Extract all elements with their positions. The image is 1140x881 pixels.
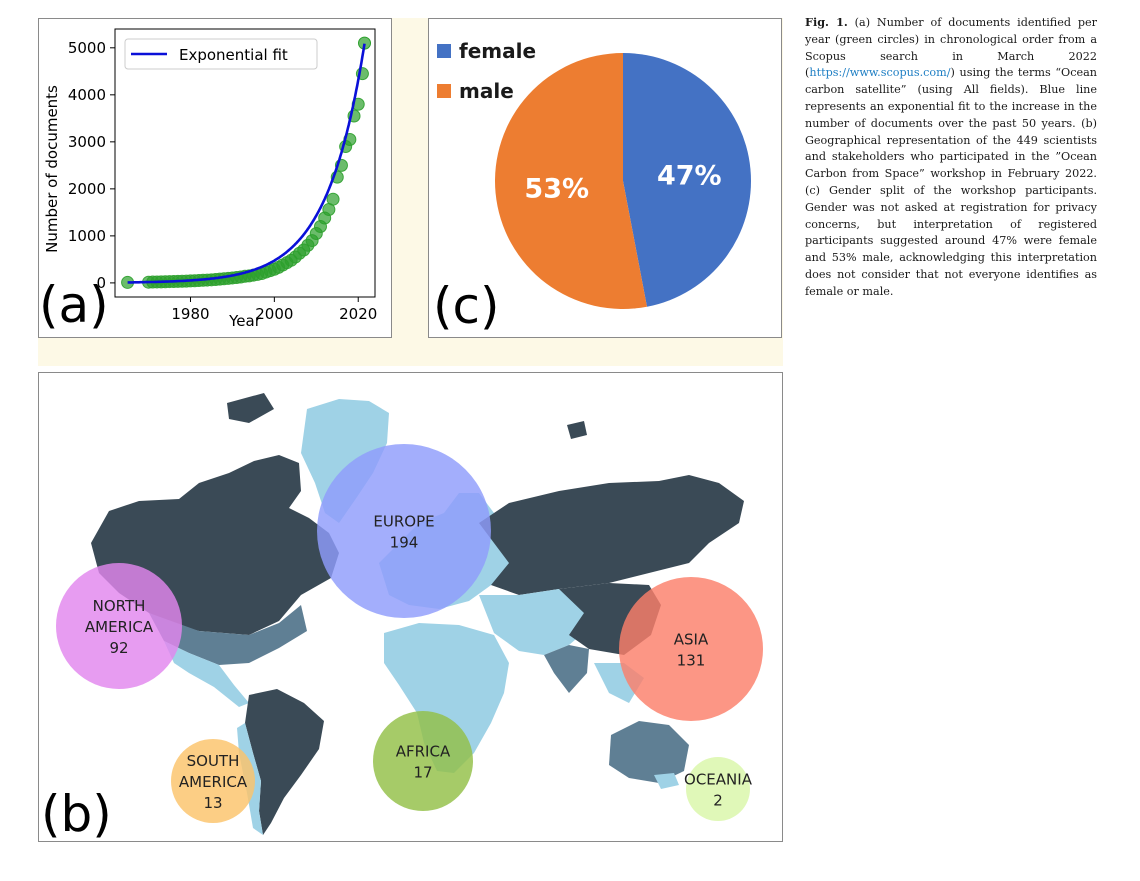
legend-box bbox=[124, 38, 318, 70]
bubble-count-europe: 194 bbox=[390, 534, 419, 552]
caption-text-part2: ) using the terms “Ocean carbon satellit… bbox=[805, 66, 1097, 298]
x-axis-label: Year bbox=[228, 312, 262, 330]
caption-text-part1: (a) Number of documents identified per y… bbox=[805, 16, 1098, 80]
bubble-label-north-america: NORTH bbox=[93, 597, 146, 615]
australia-land bbox=[609, 721, 689, 783]
pie-label-female: 47% bbox=[657, 161, 722, 192]
bubble-oceania bbox=[686, 757, 750, 821]
exponential-fit-line bbox=[127, 43, 366, 284]
document-count-chart: 1980 2000 2020 0 1000 2000 3000 4000 5000 Year N… bbox=[39, 28, 377, 334]
panel-a-document-count-chart: 1980 2000 2020 0 1000 2000 3000 4000 5000 Year N… bbox=[38, 18, 392, 338]
bubble-count-africa: 17 bbox=[413, 764, 432, 782]
y-tick-label: 4000 bbox=[68, 86, 106, 104]
bubble-count-oceania: 2 bbox=[713, 792, 723, 810]
y-tick-label: 5000 bbox=[68, 39, 106, 57]
bubble-label-europe: EUROPE bbox=[373, 513, 434, 531]
y-tick-label: 2000 bbox=[68, 180, 106, 198]
new-zealand-land bbox=[654, 773, 679, 789]
panel-label-a: (a) bbox=[39, 276, 109, 334]
caption-link[interactable]: https://www.scopus.com/ bbox=[809, 66, 951, 80]
panel-label-b: (b) bbox=[41, 785, 112, 841]
legend-swatch-male bbox=[437, 84, 451, 98]
y-tick-label: 3000 bbox=[68, 133, 106, 151]
bubble-label-south-america: SOUTH bbox=[187, 752, 240, 770]
legend-label-female: female bbox=[459, 39, 536, 63]
bubble-label-africa: AFRICA bbox=[396, 743, 451, 761]
bubble-count-south-america: 13 bbox=[203, 794, 222, 812]
bubble-label-north-america: AMERICA bbox=[85, 618, 154, 636]
india-land bbox=[544, 645, 589, 693]
bubble-label-south-america: AMERICA bbox=[179, 773, 248, 791]
panel-label-c: (c) bbox=[433, 277, 500, 335]
participant-world-map: NORTH AMERICA 92 EUROPE 194 ASIA 131 SOUTH AMERI… bbox=[41, 393, 763, 841]
svalbard-land bbox=[567, 421, 587, 439]
region-bubbles: NORTH AMERICA 92 EUROPE 194 ASIA 131 SOUTH AMERI… bbox=[56, 444, 763, 823]
data-point bbox=[326, 192, 340, 206]
panel-b-participant-map: NORTH AMERICA 92 EUROPE 194 ASIA 131 SOUTH AMERI… bbox=[38, 372, 783, 842]
bubble-count-north-america: 92 bbox=[109, 639, 128, 657]
usa-land bbox=[149, 605, 307, 665]
africa-land bbox=[384, 623, 509, 773]
legend-swatch-female bbox=[437, 44, 451, 58]
panel-c-gender-pie-chart: 47% 53% female male (c) bbox=[428, 18, 782, 338]
bubble-africa bbox=[373, 711, 473, 811]
x-tick-label: 2000 bbox=[255, 305, 293, 323]
x-tick-label: 2020 bbox=[339, 305, 377, 323]
arctic-island-land bbox=[227, 393, 274, 423]
legend-label: Exponential fit bbox=[179, 46, 288, 64]
legend-label-male: male bbox=[459, 79, 514, 103]
bubble-label-oceania: OCEANIA bbox=[684, 771, 753, 789]
y-tick-label: 0 bbox=[96, 274, 106, 292]
bubble-asia bbox=[619, 577, 763, 721]
bubble-count-asia: 131 bbox=[677, 652, 706, 670]
figure-caption: Fig. 1. (a) Number of documents identifi… bbox=[805, 14, 1097, 301]
gender-pie-chart: 47% 53% female male (c) bbox=[433, 39, 751, 335]
greenland-land bbox=[301, 399, 389, 523]
brazil-land bbox=[245, 689, 324, 835]
bubble-label-asia: ASIA bbox=[674, 631, 709, 649]
russia-land bbox=[479, 475, 744, 595]
y-tick-label: 1000 bbox=[68, 227, 106, 245]
pie-slice-male bbox=[494, 53, 647, 309]
caption-label: Fig. 1. bbox=[805, 15, 848, 29]
pie-label-male: 53% bbox=[524, 173, 589, 204]
mexico-land bbox=[164, 641, 249, 707]
bubble-north-america bbox=[56, 563, 182, 689]
pie-legend: female male bbox=[437, 39, 536, 103]
x-tick-label: 1980 bbox=[171, 305, 209, 323]
legend: Exponential fit bbox=[124, 38, 318, 70]
pie-slice-female bbox=[623, 53, 751, 307]
bubble-south-america bbox=[171, 739, 255, 823]
y-axis-label: Number of documents bbox=[43, 85, 61, 253]
bubble-europe bbox=[317, 444, 491, 618]
plot-frame bbox=[114, 28, 376, 298]
middle-east-land bbox=[479, 589, 589, 655]
